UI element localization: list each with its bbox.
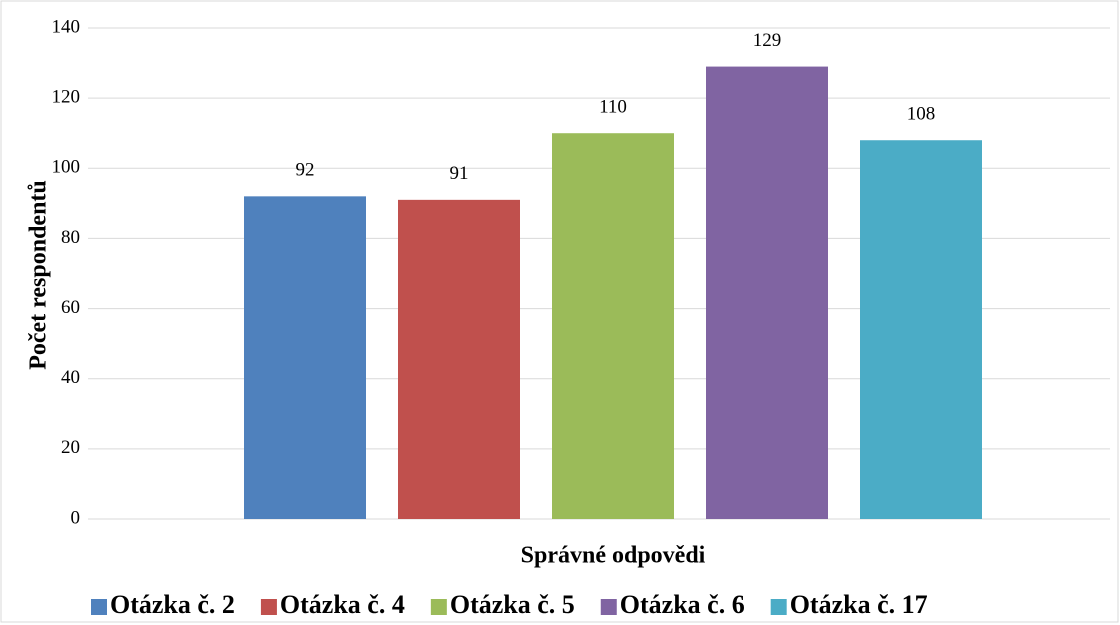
legend-swatch xyxy=(260,599,277,615)
bar xyxy=(860,140,982,519)
data-label: 91 xyxy=(450,163,469,184)
legend-swatch xyxy=(430,599,447,615)
legend-label: Otázka č. 17 xyxy=(790,590,928,619)
y-axis-title: Počet respondentů xyxy=(26,180,52,370)
bar xyxy=(706,66,828,519)
bar xyxy=(398,199,520,519)
y-tick-label: 40 xyxy=(61,367,80,388)
y-tick-label: 120 xyxy=(52,87,81,108)
x-tick-label: Správné odpovědi xyxy=(521,543,706,569)
legend-label: Otázka č. 6 xyxy=(620,590,745,619)
legend-label: Otázka č. 2 xyxy=(110,590,235,619)
data-label: 108 xyxy=(907,104,936,125)
legend-swatch xyxy=(91,599,107,615)
y-tick-label: 100 xyxy=(52,157,81,178)
y-tick-label: 0 xyxy=(71,507,81,528)
y-tick-label: 140 xyxy=(52,16,81,37)
legend-label: Otázka č. 4 xyxy=(280,590,405,619)
y-tick-label: 20 xyxy=(61,437,80,458)
y-tick-label: 80 xyxy=(61,227,80,248)
legend-swatch xyxy=(770,599,787,615)
data-label: 110 xyxy=(599,97,627,118)
bar xyxy=(244,196,366,520)
legend-swatch xyxy=(600,599,617,615)
bar xyxy=(552,133,674,519)
data-label: 129 xyxy=(753,30,782,51)
y-tick-label: 60 xyxy=(61,297,80,318)
data-label: 92 xyxy=(296,160,315,181)
legend-label: Otázka č. 5 xyxy=(450,590,575,619)
